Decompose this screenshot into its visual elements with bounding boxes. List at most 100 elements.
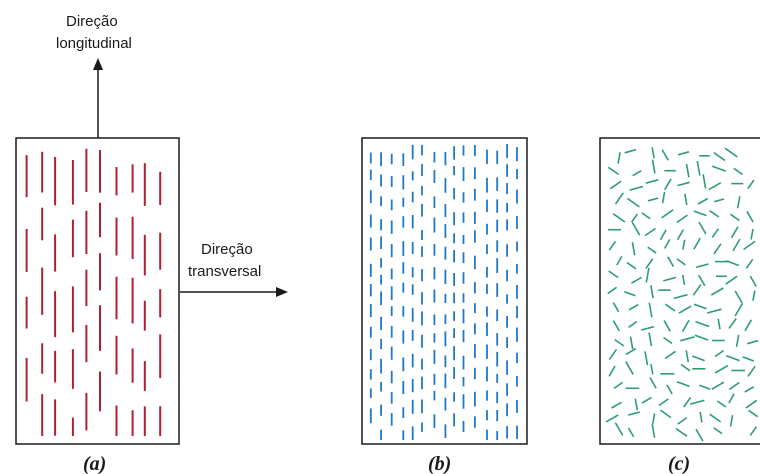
fiber-random-discontinuous: [736, 196, 741, 209]
fiber-random-discontinuous: [607, 286, 618, 295]
fiber-random-discontinuous: [682, 239, 686, 250]
fiber-random-discontinuous: [625, 347, 637, 356]
fiber-random-discontinuous: [651, 147, 655, 159]
panel-a-frame: [15, 137, 180, 445]
fiber-random-discontinuous: [651, 413, 656, 425]
fiber-random-discontinuous: [659, 409, 672, 419]
fiber-random-discontinuous: [749, 426, 758, 436]
fiber-random-discontinuous: [730, 226, 739, 239]
fiber-random-discontinuous: [608, 270, 619, 279]
fiber-random-discontinuous: [614, 192, 624, 205]
transverse-direction-arrow: [180, 287, 288, 297]
fiber-random-discontinuous: [693, 303, 707, 310]
fiber-random-discontinuous: [711, 228, 720, 238]
fiber-random-discontinuous: [693, 210, 707, 217]
fiber-random-discontinuous: [645, 258, 654, 269]
fiber-random-discontinuous: [685, 163, 690, 178]
fiber-random-discontinuous: [658, 398, 669, 407]
fiber-random-discontinuous: [632, 170, 642, 177]
panel-c-frame: [599, 137, 760, 445]
fiber-random-discontinuous: [641, 396, 653, 404]
fiber-random-discontinuous: [680, 336, 695, 342]
fiber-random-discontinuous: [696, 160, 701, 176]
fiber-random-discontinuous: [663, 276, 677, 282]
fiber-random-discontinuous: [714, 349, 725, 358]
fiber-random-discontinuous: [710, 287, 724, 296]
fiber-random-discontinuous: [667, 256, 675, 268]
fiber-random-discontinuous: [627, 411, 641, 416]
fiber-random-discontinuous: [617, 152, 621, 164]
fiber-random-discontinuous: [626, 197, 640, 208]
panel-c-caption: (c): [668, 453, 690, 474]
fiber-random-discontinuous: [629, 336, 634, 350]
fiber-random-discontinuous: [714, 364, 729, 374]
fiber-random-discontinuous: [675, 427, 688, 437]
fiber-random-discontinuous: [663, 320, 671, 332]
fiber-random-discontinuous: [676, 381, 690, 388]
fiber-random-discontinuous: [663, 238, 671, 249]
fiber-random-discontinuous: [631, 242, 636, 256]
fiber-random-discontinuous: [663, 336, 673, 345]
fiber-random-discontinuous: [730, 213, 740, 222]
fiber-random-discontinuous: [694, 334, 709, 341]
fiber-random-discontinuous: [612, 320, 620, 332]
fiber-random-discontinuous: [641, 212, 651, 220]
longitudinal-label-line1: Direção: [66, 13, 118, 30]
fiber-random-discontinuous: [629, 185, 644, 191]
transverse-label-line2: transversal: [188, 263, 261, 280]
fiber-random-discontinuous: [624, 148, 637, 154]
fiber-random-discontinuous: [645, 267, 650, 283]
fiber-random-discontinuous: [699, 384, 711, 390]
fiber-random-discontinuous: [626, 261, 637, 270]
fiber-random-discontinuous: [677, 181, 690, 187]
fiber-random-discontinuous: [713, 243, 722, 255]
fiber-random-discontinuous: [732, 238, 741, 252]
fiber-random-discontinuous: [752, 290, 756, 301]
fiber-random-discontinuous: [713, 152, 726, 162]
fiber-random-discontinuous: [680, 363, 691, 372]
fiber-random-discontinuous: [666, 384, 673, 395]
fiber-random-discontinuous: [616, 255, 623, 266]
fiber-random-discontinuous: [627, 427, 635, 438]
fiber-random-discontinuous: [650, 285, 654, 299]
fiber-random-discontinuous: [750, 228, 754, 240]
fiber-random-discontinuous: [699, 411, 703, 423]
fiber-random-discontinuous: [709, 209, 720, 218]
fiber-random-discontinuous: [644, 227, 656, 237]
fiber-random-discontinuous: [695, 320, 710, 328]
fiber-random-discontinuous: [614, 422, 624, 436]
fiber-random-discontinuous: [684, 193, 688, 206]
fiber-random-discontinuous: [661, 191, 666, 204]
fiber-random-discontinuous: [650, 364, 654, 375]
fiber-random-discontinuous: [676, 229, 685, 240]
fiber-random-discontinuous: [706, 308, 722, 314]
fiber-random-discontinuous: [630, 213, 639, 223]
fiber-random-discontinuous: [648, 332, 653, 347]
fiber-random-discontinuous: [644, 351, 649, 366]
fiber-random-discontinuous: [728, 381, 740, 391]
fiber-random-discontinuous: [692, 283, 702, 296]
fiber-random-discontinuous: [608, 365, 616, 377]
panel-b-fibers: [369, 144, 518, 440]
fiber-random-discontinuous: [676, 214, 688, 224]
fiber-random-discontinuous: [726, 260, 740, 267]
fiber-random-discontinuous: [661, 209, 674, 219]
panel-c-fibers: [605, 147, 759, 442]
fiber-random-discontinuous: [709, 413, 722, 423]
fiber-random-discontinuous: [681, 274, 686, 286]
fiber-random-discontinuous: [608, 348, 618, 361]
fiber-random-discontinuous: [746, 210, 754, 223]
fiber-random-discontinuous: [708, 182, 722, 191]
fiber-random-discontinuous: [711, 165, 727, 172]
fiber-random-discontinuous: [609, 180, 622, 190]
fiber-random-discontinuous: [698, 221, 707, 235]
fiber-random-discontinuous: [725, 275, 738, 285]
fiber-random-discontinuous: [648, 302, 653, 318]
fiber-random-discontinuous: [678, 305, 692, 314]
fiber-random-discontinuous: [711, 381, 725, 390]
fiber-random-discontinuous: [628, 303, 639, 311]
fiber-random-discontinuous: [651, 159, 656, 174]
fiber-random-discontinuous: [608, 240, 617, 251]
fiber-random-discontinuous: [683, 396, 692, 408]
